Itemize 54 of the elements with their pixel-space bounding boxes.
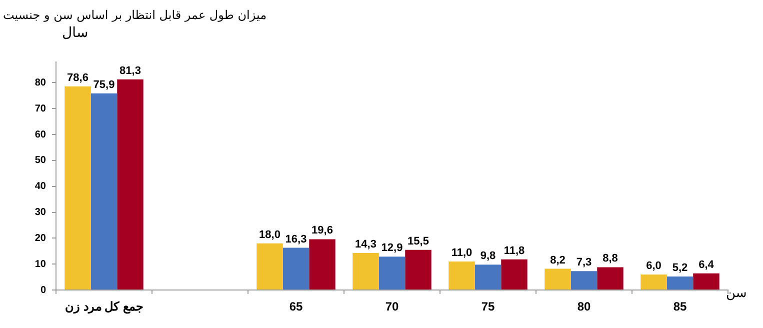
data-label: 7,3 <box>576 256 592 269</box>
bar <box>352 252 379 290</box>
data-label: 81,3 <box>120 64 141 77</box>
y-tick-label: 30 <box>34 207 46 218</box>
bar <box>448 262 475 290</box>
bar <box>309 239 336 290</box>
x-tick-label: 75 <box>481 300 495 314</box>
data-label: 11,8 <box>504 244 525 257</box>
x-tick-label: 85 <box>673 300 687 314</box>
y-axis-title: سال <box>62 25 88 41</box>
data-label: 19,6 <box>312 224 333 237</box>
bar <box>117 79 144 290</box>
bar <box>501 259 528 290</box>
x-tick-label: جمع کل مرد زن <box>64 300 144 315</box>
y-tick-label: 10 <box>34 258 46 270</box>
bar <box>544 268 571 290</box>
data-label: 6,4 <box>698 258 715 271</box>
data-label: 12,9 <box>381 242 403 254</box>
bar <box>256 243 283 290</box>
data-label: 6,0 <box>646 260 662 272</box>
data-label: 5,2 <box>672 262 688 274</box>
chart-title: میزان طول عمر قابل انتظار بر اساس سن و جنسیت <box>3 8 267 22</box>
data-label: 18,0 <box>259 228 280 241</box>
data-label: 15,5 <box>408 235 429 248</box>
bar <box>405 250 432 290</box>
y-tick-label: 80 <box>34 77 46 88</box>
x-tick-label: 70 <box>385 300 399 314</box>
y-tick-label: 0 <box>40 284 46 296</box>
data-label: 8,2 <box>550 254 566 266</box>
data-label: 11,0 <box>451 247 472 260</box>
bar <box>282 248 310 290</box>
data-label: 14,3 <box>355 238 376 250</box>
bar <box>666 276 694 290</box>
bar <box>693 273 720 290</box>
data-label: 16,3 <box>285 233 307 246</box>
y-tick-label: 60 <box>34 129 46 140</box>
bar <box>597 267 624 290</box>
data-label: 9,8 <box>480 250 496 262</box>
data-label: 78,6 <box>67 72 88 84</box>
x-axis-title: سن <box>726 286 747 301</box>
x-tick-label: 80 <box>577 300 591 314</box>
bar <box>90 93 118 290</box>
bar <box>474 264 502 290</box>
data-label: 75,9 <box>93 78 115 91</box>
bar <box>64 86 91 290</box>
y-tick-label: 70 <box>34 103 46 114</box>
y-tick-label: 40 <box>34 181 46 192</box>
bar <box>378 256 406 290</box>
bar <box>640 274 667 290</box>
x-tick-label: 65 <box>289 300 303 314</box>
y-tick-label: 50 <box>34 155 46 166</box>
bar <box>570 271 598 290</box>
data-label: 8,8 <box>602 252 618 265</box>
y-tick-label: 20 <box>34 232 46 244</box>
